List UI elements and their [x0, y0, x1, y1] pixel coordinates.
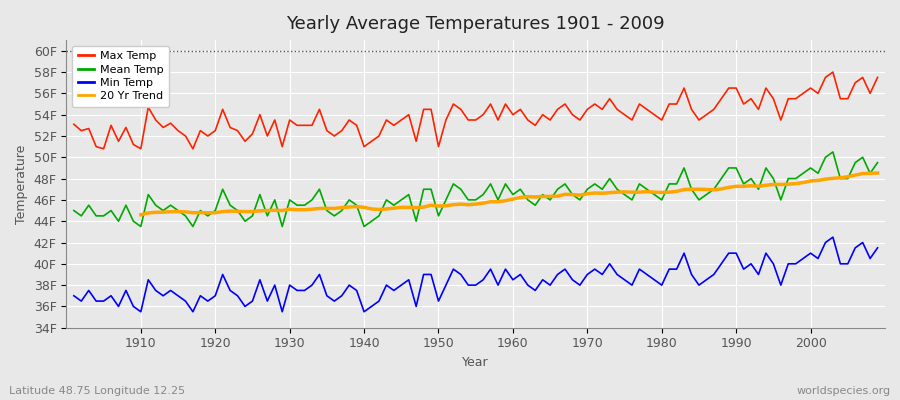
X-axis label: Year: Year	[463, 356, 489, 369]
Title: Yearly Average Temperatures 1901 - 2009: Yearly Average Temperatures 1901 - 2009	[286, 15, 665, 33]
Legend: Max Temp, Mean Temp, Min Temp, 20 Yr Trend: Max Temp, Mean Temp, Min Temp, 20 Yr Tre…	[72, 46, 169, 107]
Text: worldspecies.org: worldspecies.org	[796, 386, 891, 396]
Y-axis label: Temperature: Temperature	[15, 144, 28, 224]
Text: Latitude 48.75 Longitude 12.25: Latitude 48.75 Longitude 12.25	[9, 386, 185, 396]
